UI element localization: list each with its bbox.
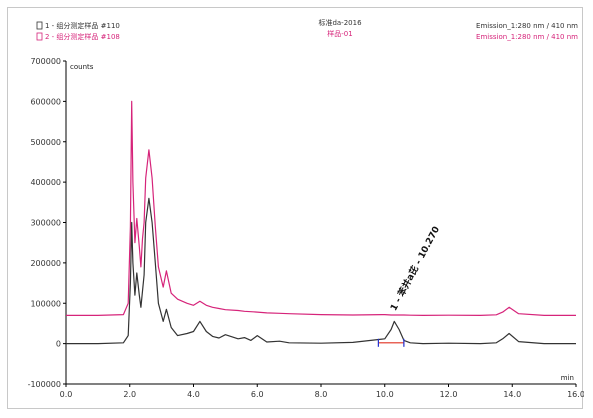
y-tick-label: 300000 xyxy=(30,219,61,228)
legend-center-entry: 样品-01 xyxy=(327,29,352,38)
series-line-2 xyxy=(66,100,576,316)
legend-swatch xyxy=(36,21,43,30)
peak-annotation: 1 - 苯并a芘 - 10.270 xyxy=(387,224,442,313)
y-tick-label: 100000 xyxy=(30,299,61,308)
x-tick-label: 14.0 xyxy=(503,390,521,399)
y-axis-label: counts xyxy=(70,63,94,71)
legend: 1 - 组分测定样品 #110 2 - 组分测定样品 #108 标准da-2016 样… xyxy=(36,18,578,41)
y-tick-label: 700000 xyxy=(30,57,61,66)
annotation-layer: 1 - 苯并a芘 - 10.270 xyxy=(377,224,442,347)
legend-entry: 2 - 组分测定样品 #108 xyxy=(45,32,120,41)
legend-right-entry: Emission_1:280 nm / 410 nm xyxy=(476,22,578,30)
legend-center-entry: 标准da-2016 xyxy=(318,18,362,27)
x-axis-label: min xyxy=(561,374,574,382)
y-tick-label: 200000 xyxy=(30,259,61,268)
y-tick-label: 400000 xyxy=(30,178,61,187)
axes: -100000 0 100000 200000 300000 400000 500000 60… xyxy=(28,57,584,399)
series-line-1 xyxy=(66,197,576,345)
chart-frame: 1 - 组分测定样品 #110 2 - 组分测定样品 #108 标准da-2016 样… xyxy=(7,7,584,409)
chromatogram-chart: 1 - 组分测定样品 #110 2 - 组分测定样品 #108 标准da-2016 样… xyxy=(28,18,584,399)
x-tick-label: 0.0 xyxy=(60,390,73,399)
legend-swatch xyxy=(36,32,43,41)
y-tick-label: 600000 xyxy=(30,97,61,106)
x-tick-label: 10.0 xyxy=(376,390,394,399)
y-tick-label: -100000 xyxy=(28,380,61,389)
y-tick-label: 0 xyxy=(56,340,61,349)
legend-entry: 1 - 组分测定样品 #110 xyxy=(45,21,120,30)
x-tick-label: 12.0 xyxy=(440,390,458,399)
x-tick-label: 6.0 xyxy=(251,390,264,399)
series-layer xyxy=(66,100,576,345)
legend-right-entry: Emission_1:280 nm / 410 nm xyxy=(476,33,578,41)
y-tick-label: 500000 xyxy=(30,138,61,147)
x-tick-label: 16.0 xyxy=(567,390,584,399)
x-tick-label: 4.0 xyxy=(187,390,200,399)
x-tick-label: 8.0 xyxy=(315,390,328,399)
x-tick-label: 2.0 xyxy=(123,390,136,399)
